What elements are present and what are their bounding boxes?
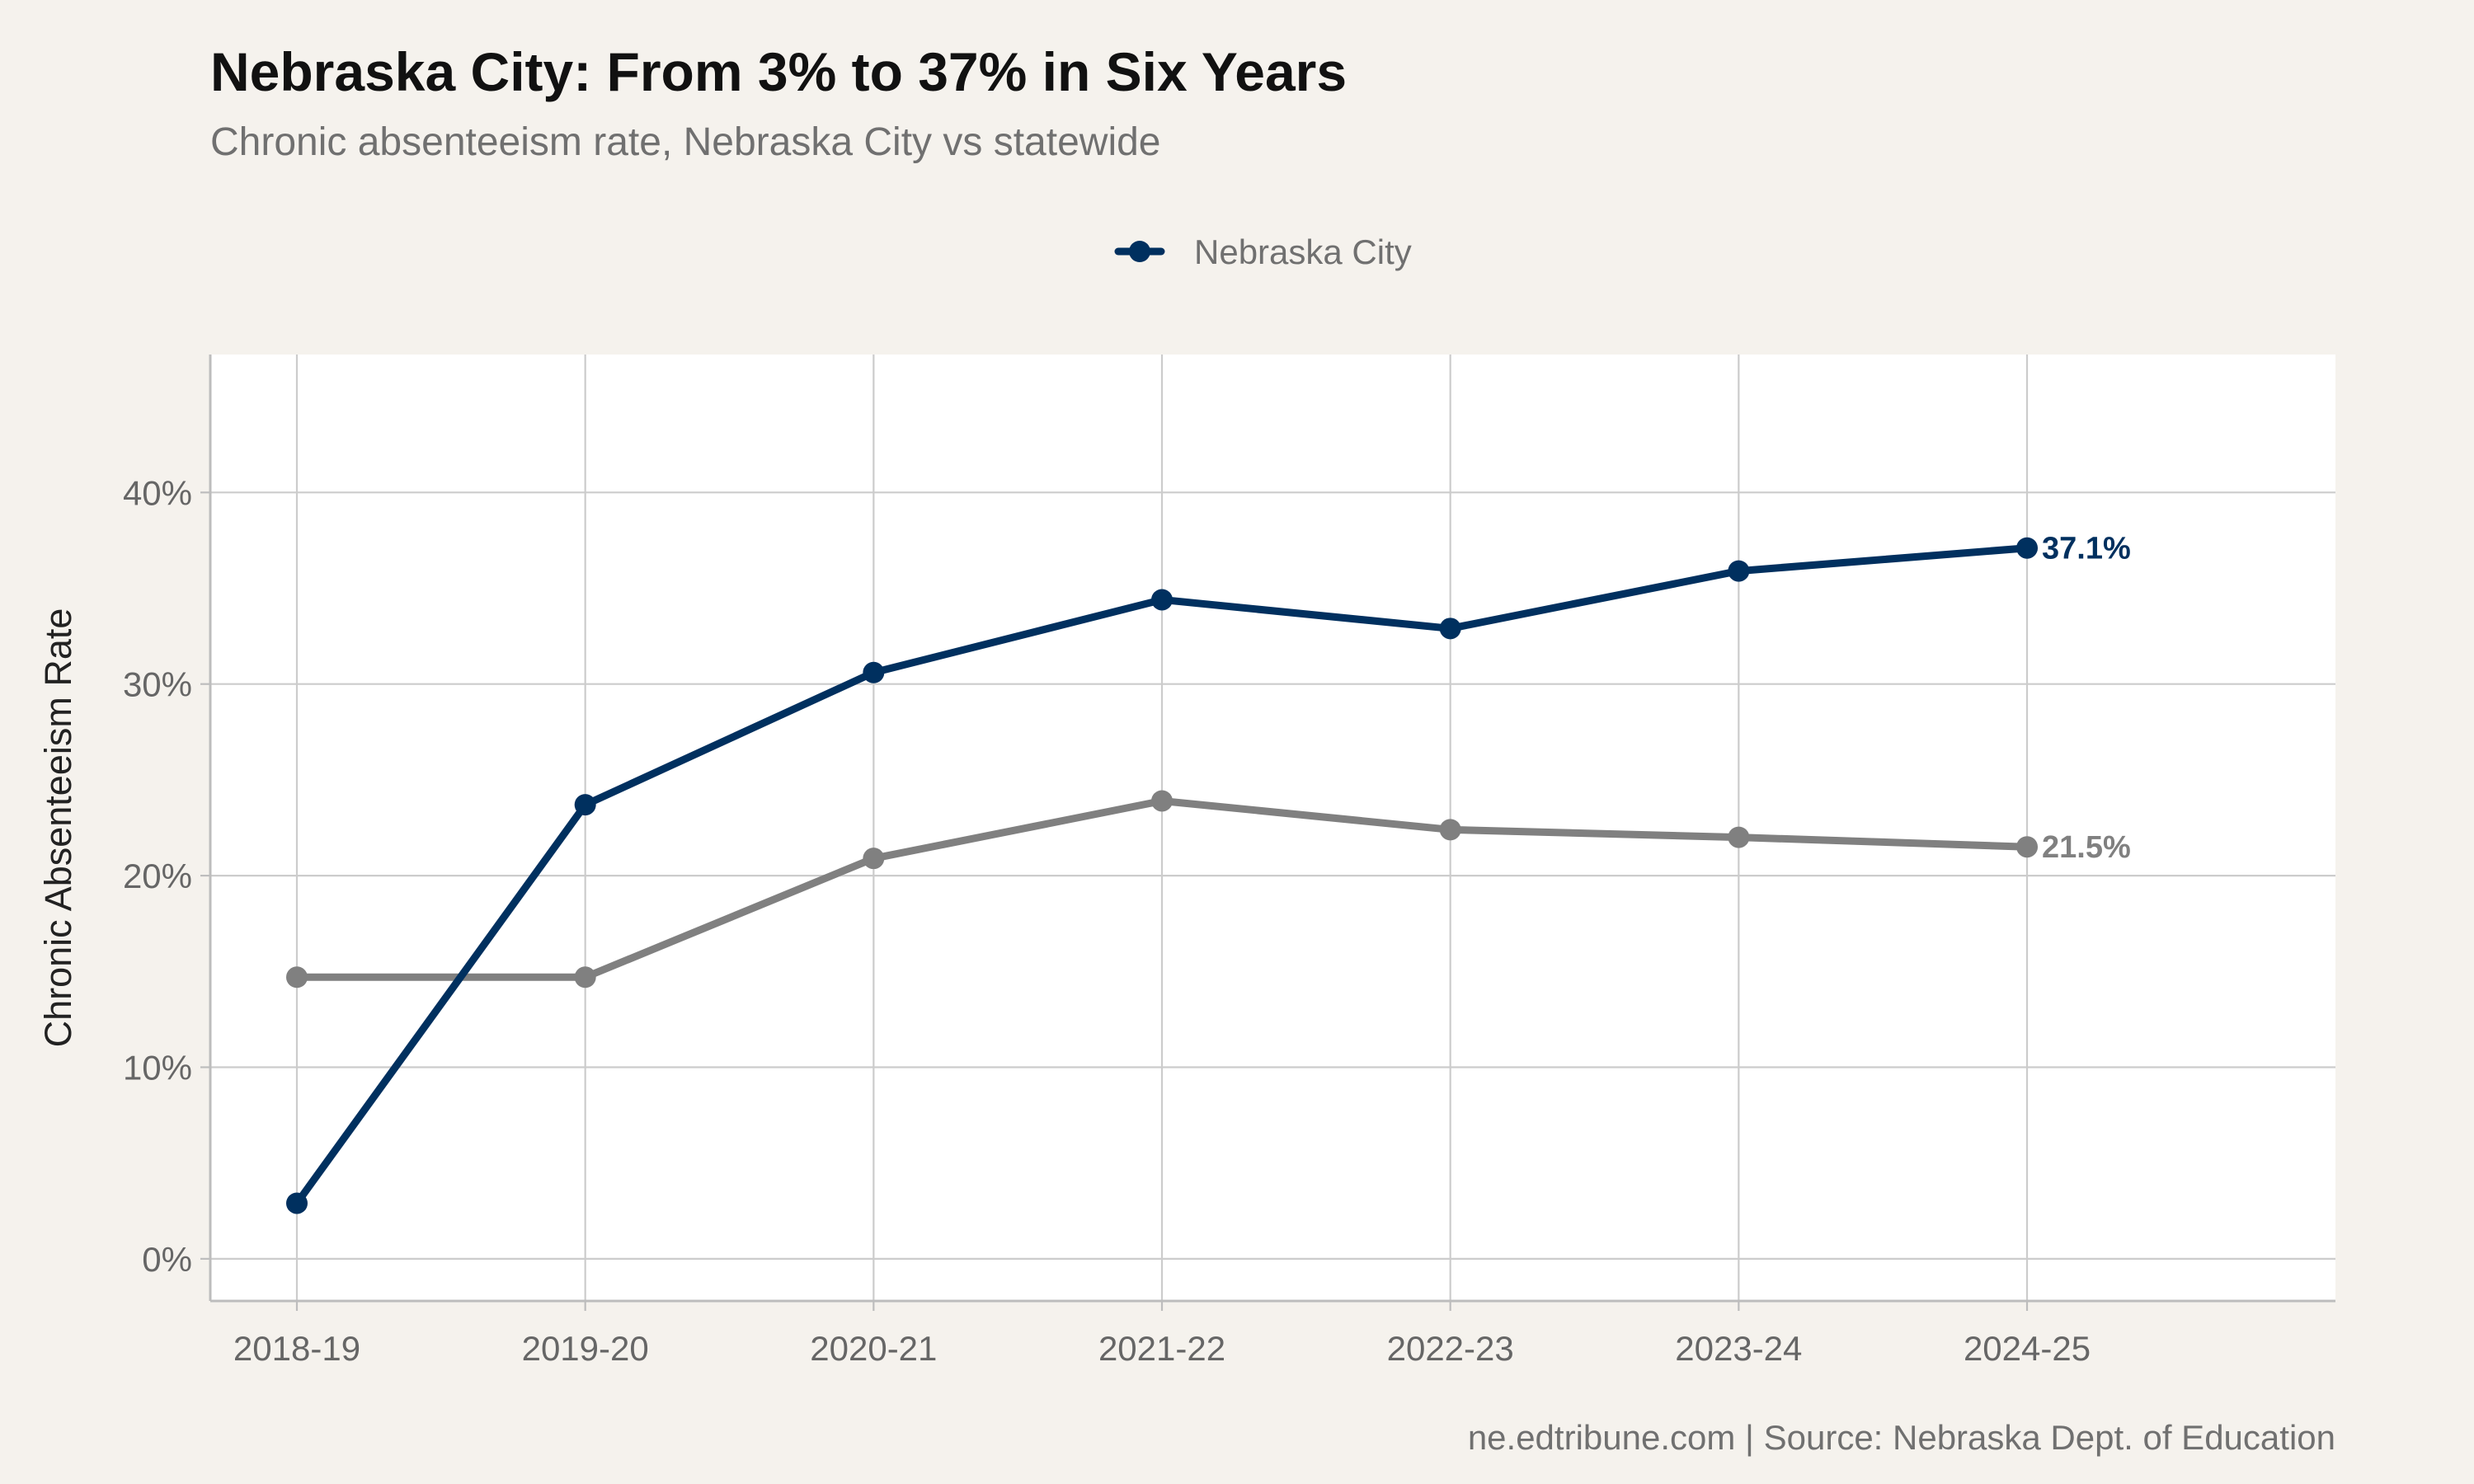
statewide-point bbox=[574, 966, 596, 989]
x-tick-label: 2020-21 bbox=[810, 1329, 937, 1368]
x-tick-label: 2019-20 bbox=[522, 1329, 649, 1368]
legend-label: Nebraska City bbox=[1194, 232, 1412, 271]
plot-panel bbox=[210, 355, 2335, 1301]
statewide-point bbox=[2016, 836, 2039, 858]
chart-subtitle: Chronic absenteeism rate, Nebraska City … bbox=[210, 120, 1161, 164]
series-layer: 21.5% 37.1% bbox=[286, 532, 2131, 1214]
y-tick-label: 40% bbox=[123, 473, 192, 512]
y-tick-label: 0% bbox=[142, 1240, 192, 1279]
y-tick-label: 30% bbox=[123, 665, 192, 704]
y-tick-label: 10% bbox=[123, 1048, 192, 1087]
legend: Nebraska City bbox=[1114, 232, 1412, 271]
nebraska-city-end-label: 37.1% bbox=[2042, 532, 2131, 566]
ticks-layer: 0% 10% 20% 30% 40% 2018-19 2019-20 2020-21 2021-… bbox=[123, 473, 2091, 1368]
nebraska-city-point bbox=[574, 794, 596, 816]
statewide-point bbox=[1439, 819, 1461, 841]
y-tick-label: 20% bbox=[123, 857, 192, 895]
axes bbox=[209, 355, 2335, 1303]
gridlines bbox=[210, 355, 2335, 1301]
y-axis-label: Chronic Absenteeism Rate bbox=[37, 608, 79, 1048]
statewide-point bbox=[1728, 826, 1750, 848]
nebraska-city-point bbox=[1439, 618, 1461, 640]
statewide-end-label: 21.5% bbox=[2042, 830, 2131, 865]
nebraska-city-point bbox=[2016, 537, 2039, 559]
x-tick-label: 2018-19 bbox=[233, 1329, 360, 1368]
statewide-point bbox=[863, 848, 885, 870]
nebraska-city-point bbox=[1728, 560, 1750, 582]
chart-caption: ne.edtribune.com | Source: Nebraska Dept… bbox=[1468, 1418, 2335, 1457]
nebraska-city-point bbox=[286, 1192, 308, 1214]
x-tick-label: 2021-22 bbox=[1098, 1329, 1225, 1368]
x-tick-label: 2022-23 bbox=[1387, 1329, 1514, 1368]
nebraska-city-point bbox=[863, 661, 885, 683]
statewide-point bbox=[1151, 790, 1174, 812]
nebraska-city-point bbox=[1151, 589, 1174, 611]
chart-title: Nebraska City: From 3% to 37% in Six Yea… bbox=[210, 41, 1347, 102]
statewide-point bbox=[286, 966, 308, 989]
x-tick-label: 2024-25 bbox=[1964, 1329, 2091, 1368]
x-tick-label: 2023-24 bbox=[1675, 1329, 1802, 1368]
legend-swatch-point bbox=[1129, 241, 1150, 262]
